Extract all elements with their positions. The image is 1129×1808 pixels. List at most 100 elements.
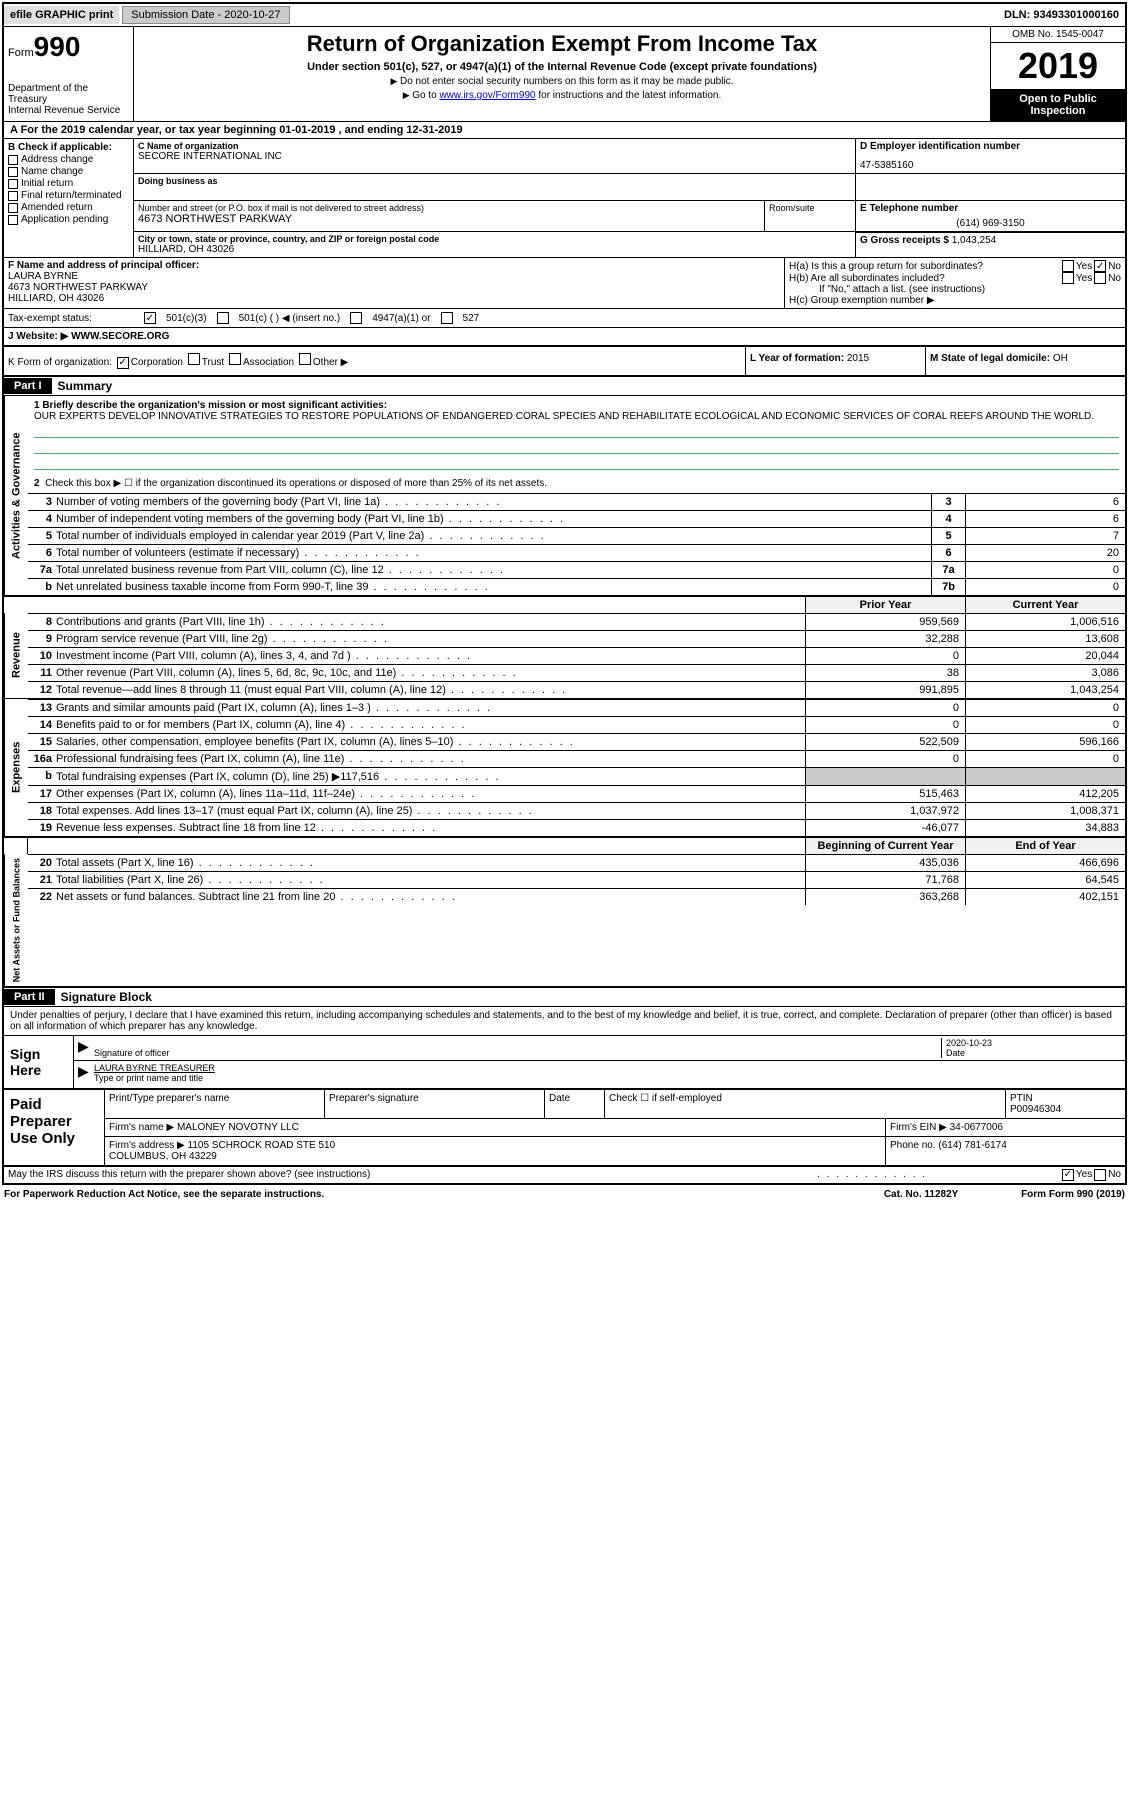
cb-initial-return[interactable]: Initial return: [8, 178, 129, 189]
cb-label: Initial return: [21, 178, 73, 189]
tax-period: A For the 2019 calendar year, or tax yea…: [4, 122, 1125, 139]
officer-sig-label: Signature of officer: [94, 1048, 169, 1058]
section-b-label: B Check if applicable:: [8, 142, 129, 153]
dba-value: [138, 186, 851, 198]
section-b-through-g: B Check if applicable: Address change Na…: [4, 139, 1125, 258]
ha-no[interactable]: ✓: [1094, 260, 1106, 272]
note-post: for instructions and the latest informat…: [536, 90, 722, 101]
officer-name: LAURA BYRNE: [8, 271, 78, 282]
submission-date-button[interactable]: Submission Date - 2020-10-27: [122, 6, 289, 24]
city-label: City or town, state or province, country…: [138, 234, 851, 244]
cb-label: Address change: [21, 154, 93, 165]
section-f-h: F Name and address of principal officer:…: [4, 258, 1125, 309]
form-word: Form: [8, 47, 34, 59]
ha-row: H(a) Is this a group return for subordin…: [789, 260, 1121, 272]
top-bar: efile GRAPHIC print Submission Date - 20…: [4, 4, 1125, 27]
city-value: HILLIARD, OH 43026: [138, 244, 851, 255]
line-13: 13 Grants and similar amounts paid (Part…: [28, 699, 1125, 716]
side-exp: Expenses: [4, 699, 28, 836]
form-990: 990: [34, 31, 81, 62]
cb-label: Name change: [21, 166, 83, 177]
form-title[interactable]: Return of Organization Exempt From Incom…: [138, 31, 986, 57]
department-label: Department of the Treasury Internal Reve…: [8, 83, 129, 116]
yes-label: Yes: [1076, 273, 1092, 284]
ha-yes[interactable]: [1062, 260, 1074, 272]
pra-notice: For Paperwork Reduction Act Notice, see …: [4, 1189, 821, 1200]
cb-trust[interactable]: [188, 353, 200, 365]
officer-addr: 4673 NORTHWEST PARKWAY HILLIARD, OH 4302…: [8, 282, 148, 304]
cb-501c3[interactable]: ✓: [144, 312, 156, 324]
hb-row: H(b) Are all subordinates included? Yes …: [789, 272, 1121, 284]
line-8: 8 Contributions and grants (Part VIII, l…: [28, 613, 1125, 630]
website-label: J Website: ▶: [8, 331, 68, 342]
cb-application-pending[interactable]: Application pending: [8, 214, 129, 225]
line-6: 6 Total number of volunteers (estimate i…: [28, 544, 1125, 561]
form-title-link[interactable]: Return of Organization Exempt From Incom…: [307, 31, 818, 56]
side-rev: Revenue: [4, 613, 28, 698]
cb-final-return[interactable]: Final return/terminated: [8, 190, 129, 201]
form-header: Form990 Department of the Treasury Inter…: [4, 27, 1125, 122]
sig-date-label: Date: [946, 1048, 965, 1058]
line-14: 14 Benefits paid to or for members (Part…: [28, 716, 1125, 733]
line-18: 18 Total expenses. Add lines 13–17 (must…: [28, 802, 1125, 819]
form-subtitle: Under section 501(c), 527, or 4947(a)(1)…: [138, 61, 986, 73]
col-header-row: Prior Year Current Year: [4, 595, 1125, 613]
website-row: J Website: ▶ WWW.SECORE.ORG: [4, 328, 1125, 347]
org-name: SECORE INTERNATIONAL INC: [138, 151, 851, 162]
irs-link[interactable]: www.irs.gov/Form990: [439, 90, 535, 101]
dln-label: DLN: 93493301000160: [998, 6, 1125, 24]
status-label: Tax-exempt status:: [8, 313, 134, 324]
form-ref: Form Form 990 (2019): [1021, 1189, 1125, 1200]
line-5: 5 Total number of individuals employed i…: [28, 527, 1125, 544]
tax-year: 2019: [991, 43, 1125, 89]
line-7a: 7a Total unrelated business revenue from…: [28, 561, 1125, 578]
line-17: 17 Other expenses (Part IX, column (A), …: [28, 785, 1125, 802]
cb-assoc[interactable]: [229, 353, 241, 365]
cb-amended[interactable]: Amended return: [8, 202, 129, 213]
omb-number: OMB No. 1545-0047: [991, 27, 1125, 43]
ptin-value: P00946304: [1010, 1104, 1061, 1115]
line-3: 3 Number of voting members of the govern…: [28, 493, 1125, 510]
year-formation-label: L Year of formation:: [750, 353, 844, 364]
website-note: Go to www.irs.gov/Form990 for instructio…: [138, 90, 986, 101]
perjury-statement: Under penalties of perjury, I declare th…: [4, 1007, 1125, 1035]
phone-value: (614) 969-3150: [860, 218, 1121, 229]
activities-governance: Activities & Governance 1 Briefly descri…: [4, 396, 1125, 595]
page-footer: For Paperwork Reduction Act Notice, see …: [0, 1187, 1129, 1202]
ein-value: 47-5385160: [860, 160, 1121, 171]
line-19: 19 Revenue less expenses. Subtract line …: [28, 819, 1125, 836]
cb-corp[interactable]: ✓: [117, 357, 129, 369]
cb-address-change[interactable]: Address change: [8, 154, 129, 165]
arrow-icon: ▶: [78, 1038, 94, 1058]
cb-501c[interactable]: [217, 312, 229, 324]
q2-text: Check this box ▶ ☐ if the organization d…: [45, 478, 547, 489]
line-b: b Total fundraising expenses (Part IX, c…: [28, 767, 1125, 785]
sign-here-section: Sign Here ▶ Signature of officer 2020-10…: [4, 1035, 1125, 1088]
sign-here-label: Sign Here: [4, 1036, 74, 1088]
hb-no[interactable]: [1094, 272, 1106, 284]
opt-501c3: 501(c)(3): [166, 313, 207, 324]
cb-other[interactable]: [299, 353, 311, 365]
yes-label: Yes: [1076, 261, 1092, 272]
mission-text: OUR EXPERTS DEVELOP INNOVATIVE STRATEGIE…: [34, 411, 1119, 422]
opt-trust: Trust: [202, 357, 224, 368]
efile-label: efile GRAPHIC print: [4, 6, 119, 24]
note-pre: Go to: [412, 90, 439, 101]
discuss-yes[interactable]: ✓: [1062, 1169, 1074, 1181]
part2-title: Signature Block: [55, 988, 158, 1006]
discuss-no[interactable]: [1094, 1169, 1106, 1181]
part2-tag: Part II: [4, 989, 55, 1005]
cb-name-change[interactable]: Name change: [8, 166, 129, 177]
cb-527[interactable]: [441, 312, 453, 324]
paid-preparer-label: Paid Preparer Use Only: [4, 1090, 104, 1165]
ein-label: D Employer identification number: [860, 141, 1121, 152]
opt-527: 527: [463, 313, 480, 324]
line-21: 21 Total liabilities (Part X, line 26) 7…: [28, 871, 1125, 888]
tax-status-row: Tax-exempt status: ✓501(c)(3) 501(c) ( )…: [4, 309, 1125, 328]
no-label: No: [1108, 1169, 1121, 1180]
cat-no: Cat. No. 11282Y: [821, 1189, 1021, 1200]
hb-yes[interactable]: [1062, 272, 1074, 284]
officer-label: F Name and address of principal officer:: [8, 260, 199, 271]
cb-4947[interactable]: [350, 312, 362, 324]
line-9: 9 Program service revenue (Part VIII, li…: [28, 630, 1125, 647]
